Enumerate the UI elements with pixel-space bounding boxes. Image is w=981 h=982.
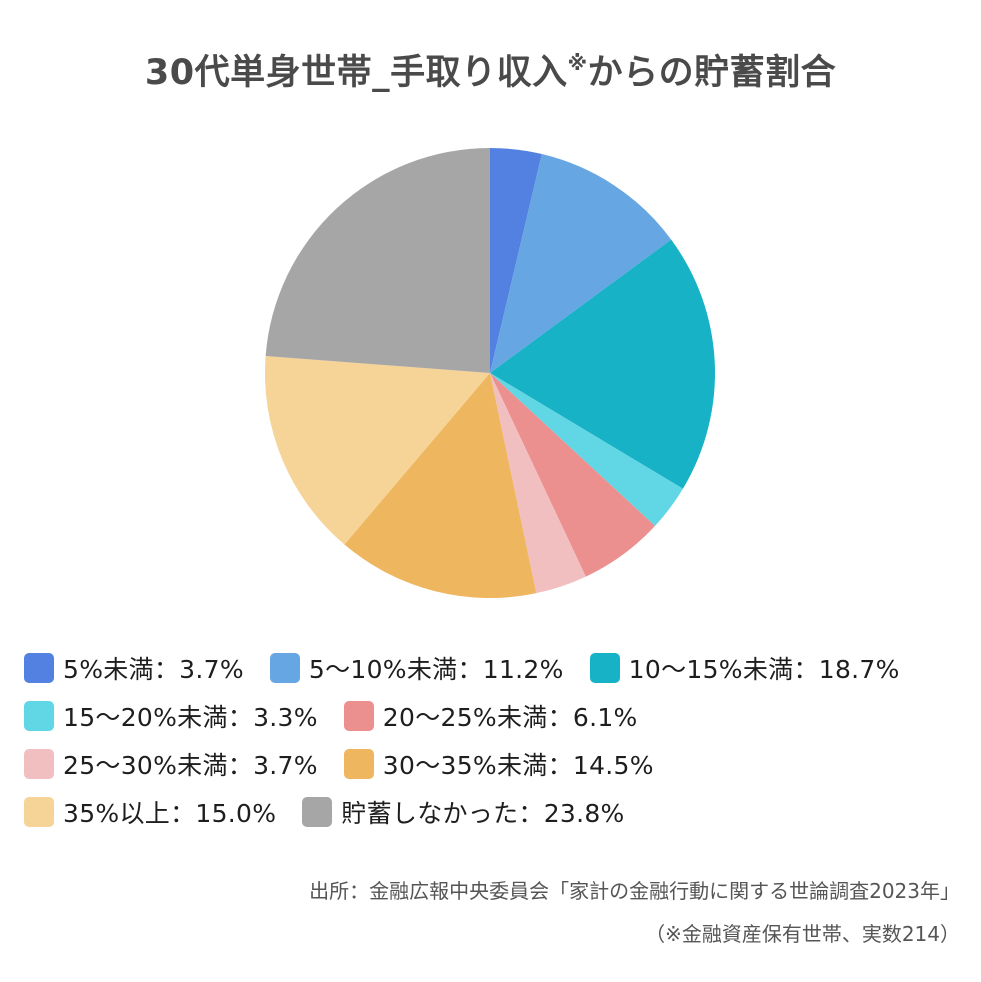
legend-label-0: 5%未満：3.7% — [63, 655, 244, 684]
legend-swatch-4 — [343, 701, 374, 731]
legend-row: 25〜30%未満：3.7% 30〜35%未満：14.5% — [24, 740, 974, 788]
legend-label-3: 15〜20%未満：3.3% — [63, 703, 318, 732]
chart-title-main: 30代単身世帯_手取り収入 — [144, 53, 568, 93]
legend-item-8: 貯蓄しなかった：23.8% — [302, 794, 624, 830]
legend-swatch-5 — [24, 749, 54, 779]
pie-slice-5 — [490, 373, 586, 594]
legend-label-4: 20〜25%未満：6.1% — [382, 703, 638, 732]
pie-slice-8 — [265, 148, 490, 373]
chart-title-tail: からの貯蓄割合 — [587, 53, 837, 93]
pie-slice-7 — [265, 356, 490, 545]
chart-title: 30代単身世帯_手取り収入※からの貯蓄割合 — [0, 44, 981, 95]
legend-row: 15〜20%未満：3.3% 20〜25%未満：6.1% — [24, 692, 974, 740]
chart-title-mark: ※ — [567, 51, 588, 75]
legend-swatch-1 — [269, 653, 300, 683]
legend-item-1: 5〜10%未満：11.2% — [269, 650, 564, 686]
pie-slice-2 — [490, 239, 715, 489]
legend-item-7: 35%以上：15.0% — [24, 794, 276, 830]
legend-swatch-6 — [343, 749, 374, 779]
legend-swatch-0 — [24, 653, 54, 683]
legend-label-8: 貯蓄しなかった：23.8% — [341, 799, 625, 828]
legend-swatch-3 — [24, 701, 54, 731]
sample-note: （※金融資産保有世帯、実数214） — [645, 922, 960, 946]
source-note: 出所：金融広報中央委員会「家計の金融行動に関する世論調査2023年」 — [309, 879, 960, 903]
legend-item-4: 20〜25%未満：6.1% — [343, 698, 638, 734]
pie-slice-3 — [490, 373, 683, 526]
legend-swatch-2 — [589, 653, 620, 683]
legend-item-2: 10〜15%未満：18.7% — [589, 650, 900, 686]
legend-item-0: 5%未満：3.7% — [24, 650, 244, 686]
legend-item-6: 30〜35%未満：14.5% — [343, 746, 654, 782]
legend-label-7: 35%以上：15.0% — [63, 799, 277, 828]
pie-slice-1 — [490, 154, 672, 373]
legend-row: 35%以上：15.0% 貯蓄しなかった：23.8% — [24, 788, 974, 836]
legend-label-1: 5〜10%未満：11.2% — [308, 655, 564, 684]
legend-swatch-8 — [302, 797, 333, 827]
legend-swatch-7 — [24, 797, 54, 827]
legend-item-5: 25〜30%未満：3.7% — [24, 746, 318, 782]
legend-label-5: 25〜30%未満：3.7% — [63, 751, 318, 780]
pie-slice-0 — [490, 148, 542, 373]
legend-item-3: 15〜20%未満：3.3% — [24, 698, 318, 734]
pie-slice-6 — [344, 373, 537, 599]
legend: 5%未満：3.7% 5〜10%未満：11.2% 10〜15%未満：18.7% 1… — [24, 644, 974, 836]
legend-label-6: 30〜35%未満：14.5% — [382, 751, 654, 780]
pie-slice-4 — [490, 373, 655, 577]
legend-row: 5%未満：3.7% 5〜10%未満：11.2% 10〜15%未満：18.7% — [24, 644, 974, 692]
legend-label-2: 10〜15%未満：18.7% — [628, 655, 900, 684]
